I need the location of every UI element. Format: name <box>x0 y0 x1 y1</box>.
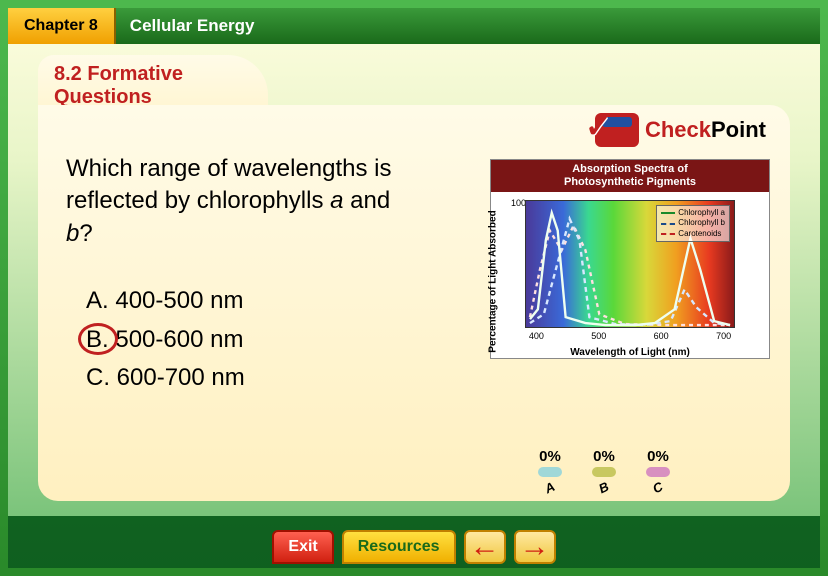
next-arrow-button[interactable]: → <box>514 530 556 564</box>
chapter-title: Cellular Energy <box>130 16 255 36</box>
resources-button[interactable]: Resources <box>342 530 456 564</box>
poll-results: 0% A 0% B 0% C <box>538 448 670 497</box>
content-card: 8.2 FormativeQuestions CheckPoint Which … <box>38 55 790 501</box>
answer-option-c[interactable]: C. 600-700 nm <box>86 359 762 397</box>
chart-ylabel: Percentage of Light Absorbed <box>488 210 499 352</box>
chapter-tab: Chapter 8 <box>8 8 116 44</box>
exit-button[interactable]: Exit <box>272 530 333 564</box>
prev-arrow-button[interactable]: ← <box>464 530 506 564</box>
footer-toolbar: Exit Resources ← → <box>8 516 820 568</box>
poll-a: 0% A <box>538 448 562 497</box>
section-title: 8.2 FormativeQuestions <box>54 63 252 109</box>
header-bar: Chapter 8 Cellular Energy <box>8 8 820 44</box>
spectrum-plot: 400 500 600 700 Chlorophyll a Chlorophyl… <box>525 200 735 328</box>
question-text: Which range of wavelengths is reflected … <box>66 153 406 250</box>
chart-legend: Chlorophyll a Chlorophyll b Carotenoids <box>656 205 730 242</box>
chart-ytick: 100 <box>511 198 526 208</box>
checkpoint-icon <box>595 113 639 147</box>
poll-b: 0% B <box>592 448 616 497</box>
correct-circle-icon <box>78 323 118 355</box>
absorption-chart: Absorption Spectra ofPhotosynthetic Pigm… <box>490 159 770 359</box>
checkpoint-logo: CheckPoint <box>595 113 766 147</box>
poll-c: 0% C <box>646 448 670 497</box>
chart-xlabel: Wavelength of Light (nm) <box>570 347 690 358</box>
folder-body: CheckPoint Which range of wavelengths is… <box>38 105 790 501</box>
chart-title: Absorption Spectra ofPhotosynthetic Pigm… <box>491 160 769 192</box>
